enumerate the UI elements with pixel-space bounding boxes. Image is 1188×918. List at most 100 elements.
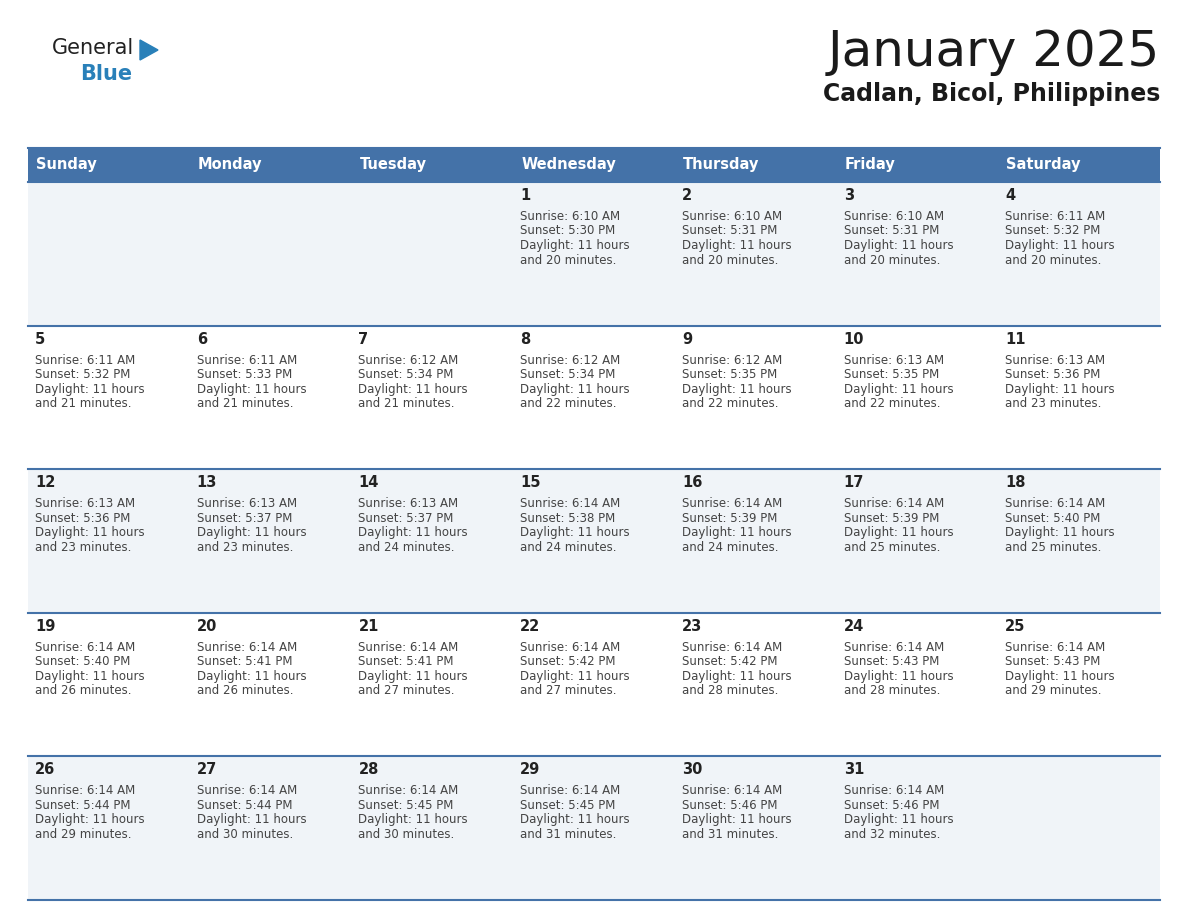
Text: Sunrise: 6:13 AM: Sunrise: 6:13 AM (197, 498, 297, 510)
Polygon shape (140, 40, 158, 60)
Text: Daylight: 11 hours: Daylight: 11 hours (1005, 670, 1114, 683)
Text: Sunset: 5:37 PM: Sunset: 5:37 PM (359, 511, 454, 525)
Text: Sunrise: 6:14 AM: Sunrise: 6:14 AM (197, 784, 297, 798)
Text: Daylight: 11 hours: Daylight: 11 hours (843, 526, 953, 539)
Text: 31: 31 (843, 763, 864, 778)
Text: 18: 18 (1005, 476, 1025, 490)
Text: Daylight: 11 hours: Daylight: 11 hours (1005, 526, 1114, 539)
Text: 7: 7 (359, 331, 368, 347)
Text: and 22 minutes.: and 22 minutes. (520, 397, 617, 410)
Text: and 26 minutes.: and 26 minutes. (34, 684, 132, 698)
Text: Blue: Blue (80, 64, 132, 84)
Text: Daylight: 11 hours: Daylight: 11 hours (34, 813, 145, 826)
Text: 17: 17 (843, 476, 864, 490)
Text: Sunrise: 6:12 AM: Sunrise: 6:12 AM (682, 353, 782, 366)
Text: Daylight: 11 hours: Daylight: 11 hours (682, 670, 791, 683)
Text: Tuesday: Tuesday (360, 158, 426, 173)
Text: Sunrise: 6:14 AM: Sunrise: 6:14 AM (843, 641, 943, 654)
Text: 9: 9 (682, 331, 691, 347)
Text: Sunrise: 6:14 AM: Sunrise: 6:14 AM (520, 641, 620, 654)
Text: Daylight: 11 hours: Daylight: 11 hours (843, 670, 953, 683)
Text: Daylight: 11 hours: Daylight: 11 hours (682, 813, 791, 826)
Text: Cadlan, Bicol, Philippines: Cadlan, Bicol, Philippines (822, 82, 1159, 106)
Text: Daylight: 11 hours: Daylight: 11 hours (682, 239, 791, 252)
Text: Sunset: 5:39 PM: Sunset: 5:39 PM (843, 511, 939, 525)
Text: 8: 8 (520, 331, 530, 347)
Text: and 23 minutes.: and 23 minutes. (197, 541, 293, 554)
Text: Sunset: 5:40 PM: Sunset: 5:40 PM (34, 655, 131, 668)
Text: Sunrise: 6:14 AM: Sunrise: 6:14 AM (682, 641, 782, 654)
Text: Sunset: 5:41 PM: Sunset: 5:41 PM (197, 655, 292, 668)
Bar (29, 756, 1159, 900)
Text: Daylight: 11 hours: Daylight: 11 hours (520, 383, 630, 396)
Text: and 32 minutes.: and 32 minutes. (843, 828, 940, 841)
Text: 5: 5 (34, 331, 45, 347)
Text: 22: 22 (520, 619, 541, 633)
Text: Sunrise: 6:14 AM: Sunrise: 6:14 AM (1005, 641, 1106, 654)
Text: Sunrise: 6:13 AM: Sunrise: 6:13 AM (1005, 353, 1105, 366)
Text: 11: 11 (1005, 331, 1025, 347)
Text: Daylight: 11 hours: Daylight: 11 hours (359, 383, 468, 396)
Text: Sunrise: 6:13 AM: Sunrise: 6:13 AM (34, 498, 135, 510)
Text: Sunset: 5:35 PM: Sunset: 5:35 PM (682, 368, 777, 381)
Text: and 20 minutes.: and 20 minutes. (843, 253, 940, 266)
Text: Sunset: 5:45 PM: Sunset: 5:45 PM (359, 799, 454, 812)
Text: Wednesday: Wednesday (522, 158, 615, 173)
Text: Sunrise: 6:14 AM: Sunrise: 6:14 AM (520, 784, 620, 798)
Bar (29, 326, 1159, 469)
Text: Daylight: 11 hours: Daylight: 11 hours (520, 813, 630, 826)
Text: Daylight: 11 hours: Daylight: 11 hours (197, 813, 307, 826)
Text: Sunrise: 6:10 AM: Sunrise: 6:10 AM (520, 210, 620, 223)
Text: Daylight: 11 hours: Daylight: 11 hours (34, 670, 145, 683)
Text: Daylight: 11 hours: Daylight: 11 hours (682, 383, 791, 396)
Text: Sunset: 5:36 PM: Sunset: 5:36 PM (34, 511, 131, 525)
Text: and 30 minutes.: and 30 minutes. (359, 828, 455, 841)
Text: Sunset: 5:40 PM: Sunset: 5:40 PM (1005, 511, 1100, 525)
Text: Sunset: 5:41 PM: Sunset: 5:41 PM (359, 655, 454, 668)
Text: January 2025: January 2025 (828, 28, 1159, 76)
Text: Sunset: 5:35 PM: Sunset: 5:35 PM (843, 368, 939, 381)
Text: Sunset: 5:45 PM: Sunset: 5:45 PM (520, 799, 615, 812)
Text: 13: 13 (197, 476, 217, 490)
Text: Sunset: 5:44 PM: Sunset: 5:44 PM (34, 799, 131, 812)
Text: Sunrise: 6:14 AM: Sunrise: 6:14 AM (359, 641, 459, 654)
Text: 1: 1 (520, 188, 530, 203)
Text: Sunset: 5:33 PM: Sunset: 5:33 PM (197, 368, 292, 381)
Text: and 31 minutes.: and 31 minutes. (682, 828, 778, 841)
Text: Daylight: 11 hours: Daylight: 11 hours (359, 813, 468, 826)
Text: Sunrise: 6:14 AM: Sunrise: 6:14 AM (34, 784, 135, 798)
Text: and 26 minutes.: and 26 minutes. (197, 684, 293, 698)
Text: 23: 23 (682, 619, 702, 633)
Text: Sunset: 5:32 PM: Sunset: 5:32 PM (34, 368, 131, 381)
Text: and 20 minutes.: and 20 minutes. (682, 253, 778, 266)
Text: Daylight: 11 hours: Daylight: 11 hours (843, 813, 953, 826)
Text: 16: 16 (682, 476, 702, 490)
Text: Sunrise: 6:11 AM: Sunrise: 6:11 AM (1005, 210, 1106, 223)
Text: and 28 minutes.: and 28 minutes. (843, 684, 940, 698)
Text: and 28 minutes.: and 28 minutes. (682, 684, 778, 698)
Bar (29, 613, 1159, 756)
Bar (29, 469, 1159, 613)
Text: Daylight: 11 hours: Daylight: 11 hours (682, 526, 791, 539)
Text: 20: 20 (197, 619, 217, 633)
Text: Saturday: Saturday (1006, 158, 1081, 173)
Text: 30: 30 (682, 763, 702, 778)
Text: and 30 minutes.: and 30 minutes. (197, 828, 293, 841)
Text: and 27 minutes.: and 27 minutes. (359, 684, 455, 698)
Text: Daylight: 11 hours: Daylight: 11 hours (197, 383, 307, 396)
Text: Daylight: 11 hours: Daylight: 11 hours (843, 239, 953, 252)
Text: Sunrise: 6:14 AM: Sunrise: 6:14 AM (682, 784, 782, 798)
Text: Sunrise: 6:11 AM: Sunrise: 6:11 AM (34, 353, 135, 366)
Text: Sunrise: 6:14 AM: Sunrise: 6:14 AM (34, 641, 135, 654)
Text: Monday: Monday (197, 158, 263, 173)
Text: Sunset: 5:38 PM: Sunset: 5:38 PM (520, 511, 615, 525)
Text: 10: 10 (843, 331, 864, 347)
Text: Sunset: 5:32 PM: Sunset: 5:32 PM (1005, 225, 1100, 238)
Text: Sunset: 5:42 PM: Sunset: 5:42 PM (520, 655, 615, 668)
Text: Sunset: 5:31 PM: Sunset: 5:31 PM (843, 225, 939, 238)
Text: and 22 minutes.: and 22 minutes. (843, 397, 940, 410)
Text: Sunrise: 6:14 AM: Sunrise: 6:14 AM (682, 498, 782, 510)
Text: and 20 minutes.: and 20 minutes. (1005, 253, 1101, 266)
Text: Friday: Friday (845, 158, 896, 173)
Text: Daylight: 11 hours: Daylight: 11 hours (359, 670, 468, 683)
